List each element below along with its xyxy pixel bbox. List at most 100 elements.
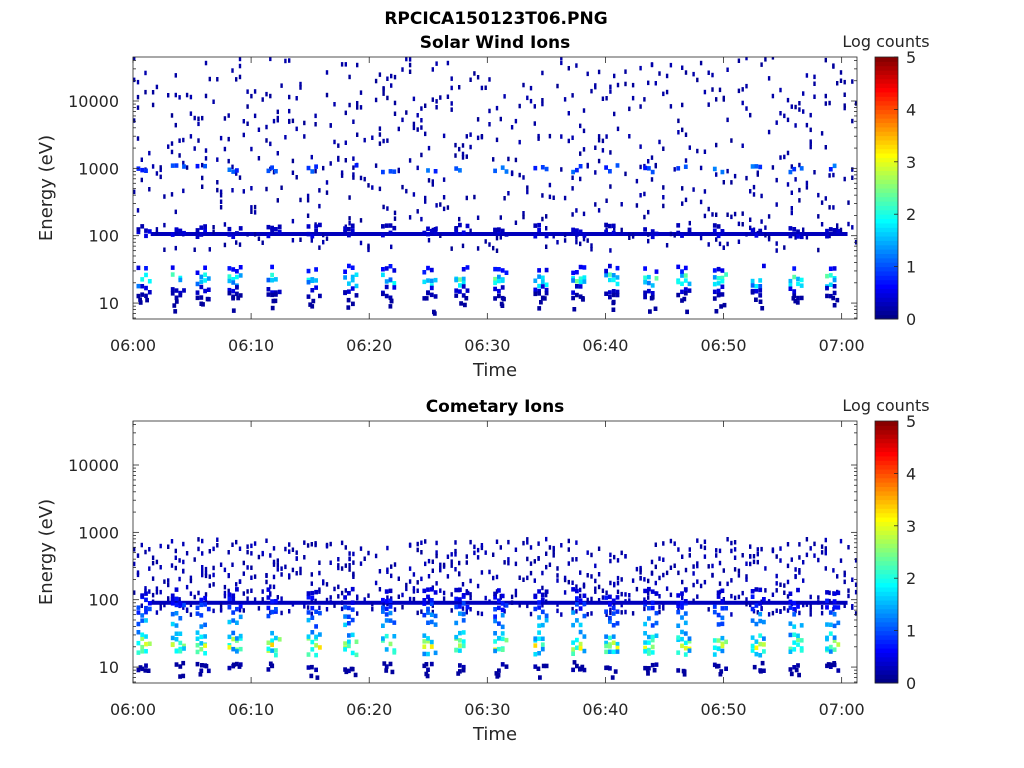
heatmap-cell [716, 594, 721, 599]
heatmap-cell [343, 229, 347, 235]
heatmap-cell [424, 671, 429, 677]
heatmap-cell [422, 633, 427, 638]
heatmap-cell [238, 63, 242, 69]
heatmap-cell [250, 551, 253, 556]
heatmap-cell [401, 592, 404, 598]
heatmap-cell [609, 607, 612, 613]
heatmap-cell [647, 595, 650, 600]
heatmap-cell [586, 573, 589, 578]
heatmap-cell [347, 289, 351, 294]
heatmap-cell [424, 539, 427, 544]
heatmap-cell [343, 614, 347, 619]
heatmap-cell [150, 232, 848, 237]
heatmap-cell [310, 542, 313, 547]
heatmap-cell [136, 570, 140, 575]
heatmap-cell [750, 594, 755, 599]
heatmap-cell [703, 539, 707, 544]
heatmap-cell [261, 589, 264, 594]
heatmap-cell [265, 538, 268, 543]
colorbar-segment [875, 118, 898, 123]
heatmap-cell [594, 202, 597, 207]
heatmap-cell [854, 101, 857, 106]
heatmap-cell [314, 228, 318, 234]
heatmap-cell [737, 58, 741, 63]
heatmap-cell [571, 580, 574, 585]
heatmap-cell [193, 247, 196, 252]
heatmap-cell [522, 577, 525, 582]
heatmap-cell [575, 208, 578, 213]
heatmap-cell [760, 219, 763, 224]
heatmap-cell [363, 597, 366, 602]
heatmap-cell [805, 552, 809, 558]
heatmap-cell [469, 592, 472, 597]
colorbar-segment [875, 565, 898, 570]
heatmap-cell [333, 586, 336, 592]
heatmap-cell [178, 228, 183, 234]
heatmap-cell [250, 588, 253, 593]
heatmap-cell [388, 604, 393, 609]
heatmap-cell [408, 542, 412, 548]
heatmap-cell [174, 596, 179, 602]
heatmap-cell [182, 160, 185, 166]
heatmap-cell [235, 636, 239, 641]
heatmap-cell [590, 88, 593, 94]
heatmap-cell [805, 180, 809, 186]
heatmap-cell [382, 602, 385, 608]
heatmap-cell [318, 632, 322, 637]
heatmap-cell [350, 650, 355, 656]
heatmap-cell [159, 543, 162, 549]
heatmap-cell [189, 134, 193, 139]
heatmap-cell [253, 541, 257, 546]
heatmap-cell [711, 563, 714, 569]
heatmap-cell [575, 270, 579, 275]
x-tick-label: 06:30 [464, 336, 510, 355]
heatmap-cell [820, 222, 824, 227]
heatmap-cell [594, 578, 597, 584]
heatmap-cell [715, 237, 718, 242]
x-tick-label: 06:00 [110, 336, 156, 355]
heatmap-cell [422, 651, 427, 657]
heatmap-cell [594, 83, 597, 88]
heatmap-cell [454, 226, 459, 231]
heatmap-cell [306, 591, 311, 596]
heatmap-cell [322, 579, 325, 584]
heatmap-cell [461, 155, 465, 160]
heatmap-cell [737, 221, 741, 227]
heatmap-cell [504, 637, 509, 643]
heatmap-cell [828, 590, 831, 596]
heatmap-cell [340, 600, 344, 605]
heatmap-cell [288, 94, 291, 100]
heatmap-cell [676, 635, 681, 640]
heatmap-cell [170, 141, 174, 146]
heatmap-cell [306, 198, 310, 203]
heatmap-cell [426, 594, 430, 600]
heatmap-cell [367, 247, 370, 253]
heatmap-cell [151, 560, 155, 566]
heatmap-cell [507, 560, 510, 566]
heatmap-cell [306, 224, 311, 229]
heatmap-cell [604, 229, 608, 235]
heatmap-cell [212, 225, 215, 230]
heatmap-cell [185, 584, 189, 590]
heatmap-cell [767, 129, 771, 135]
heatmap-cell [548, 182, 552, 188]
heatmap-cell [514, 588, 518, 594]
heatmap-cell [174, 295, 179, 300]
heatmap-cell [758, 164, 763, 170]
heatmap-cell [687, 639, 692, 644]
heatmap-cell [662, 572, 665, 578]
heatmap-cell [189, 111, 193, 116]
heatmap-cell [683, 278, 688, 283]
heatmap-cell [497, 646, 501, 652]
heatmap-cell [216, 180, 219, 185]
heatmap-cell [424, 103, 427, 108]
heatmap-cell [144, 266, 148, 271]
heatmap-cell [733, 540, 737, 545]
heatmap-cell [495, 539, 499, 544]
heatmap-cell [310, 664, 314, 670]
heatmap-cell [384, 599, 389, 604]
heatmap-cell [465, 223, 470, 229]
heatmap-cell [758, 633, 763, 638]
heatmap-cell [314, 634, 318, 640]
